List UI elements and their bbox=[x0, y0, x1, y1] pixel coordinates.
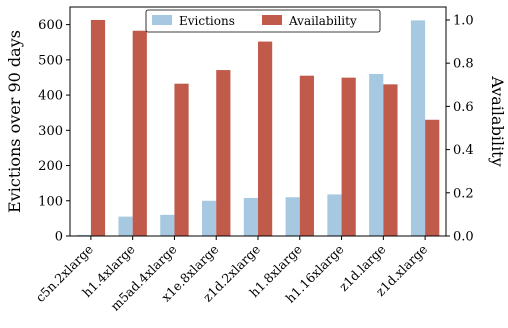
bar-availability-5 bbox=[299, 75, 314, 236]
y-tick-label-5: 500 bbox=[38, 53, 63, 68]
y2-tick-label-4: 0.8 bbox=[453, 57, 474, 72]
bar-availability-6 bbox=[341, 77, 356, 236]
legend-swatch-evictions bbox=[152, 15, 172, 25]
bar-evictions-6 bbox=[327, 194, 342, 236]
bar-availability-8 bbox=[425, 119, 440, 236]
bar-availability-2 bbox=[174, 83, 189, 236]
legend-label-evictions: Evictions bbox=[179, 14, 235, 28]
bar-availability-0 bbox=[90, 19, 106, 237]
y2-tick-label-3: 0.6 bbox=[453, 100, 474, 115]
y-tick-label-2: 200 bbox=[38, 159, 63, 174]
y-axis-label: Evictions over 90 days bbox=[5, 30, 24, 213]
bar-evictions-7 bbox=[369, 73, 384, 236]
bar-availability-7 bbox=[383, 84, 398, 236]
bar-availability-4 bbox=[258, 41, 273, 236]
y2-tick-label-2: 0.4 bbox=[453, 143, 474, 158]
bar-evictions-0 bbox=[76, 234, 91, 236]
y2-tick-label-1: 0.2 bbox=[453, 186, 474, 201]
x-axis-ticks: c5n.2xlargeh1.4xlargem5ad.4xlargex1e.8xl… bbox=[33, 236, 430, 314]
bar-evictions-8 bbox=[410, 20, 426, 236]
y-tick-label-6: 600 bbox=[38, 18, 63, 33]
bar-availability-1 bbox=[132, 30, 147, 237]
legend-swatch-availability bbox=[262, 15, 282, 25]
legend-label-availability: Availability bbox=[288, 14, 357, 28]
legend: Evictions Availability bbox=[145, 9, 381, 33]
y-tick-label-3: 300 bbox=[38, 124, 63, 139]
y-tick-label-0: 0 bbox=[55, 230, 63, 245]
y-tick-label-4: 400 bbox=[38, 89, 63, 104]
bar-evictions-3 bbox=[202, 200, 217, 236]
y-axis-ticks: 0 100 200 300 400 500 600 bbox=[38, 18, 70, 245]
bar-evictions-5 bbox=[285, 197, 300, 236]
y2-tick-label-5: 1.0 bbox=[453, 13, 474, 28]
y2-axis-label: Availability bbox=[488, 75, 507, 166]
bar-availability-3 bbox=[216, 70, 231, 236]
bars-layer bbox=[76, 19, 440, 237]
bar-evictions-1 bbox=[118, 216, 133, 236]
y2-axis-ticks: 0.0 0.2 0.4 0.6 0.8 1.0 bbox=[446, 13, 474, 245]
y-tick-label-1: 100 bbox=[38, 194, 63, 209]
y2-tick-label-0: 0.0 bbox=[453, 230, 474, 245]
bar-evictions-2 bbox=[160, 214, 175, 236]
bar-evictions-4 bbox=[243, 197, 258, 236]
